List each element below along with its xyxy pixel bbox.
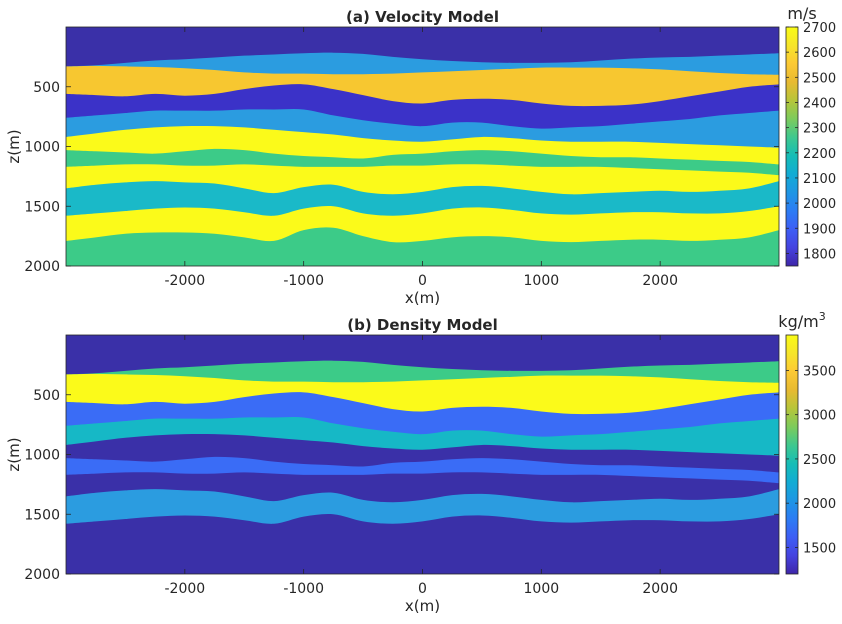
y-axis-label: z(m) — [5, 129, 23, 163]
x-tick-label: -1000 — [283, 581, 324, 597]
colorbar-tick-label: 2700 — [803, 21, 836, 36]
colorbar-tick-label: 1800 — [803, 247, 836, 262]
colorbar-tick-label: 1500 — [803, 541, 836, 556]
colorbar-tick-label: 2500 — [803, 71, 836, 86]
y-tick-label: 2000 — [24, 567, 60, 583]
colorbar-tick-label: 2500 — [803, 453, 836, 468]
colorbar-tick-label: 2600 — [803, 46, 836, 61]
y-tick-label: 1000 — [24, 448, 60, 464]
y-tick-label: 500 — [33, 388, 60, 404]
x-tick-label: 2000 — [642, 581, 678, 597]
x-tick-label: -1000 — [283, 273, 324, 289]
y-tick-label: 2000 — [24, 259, 60, 275]
colorbar-gradient — [785, 26, 799, 267]
colorbar-tick-label: 2200 — [803, 147, 836, 162]
colorbar-tick-label: 2300 — [803, 122, 836, 137]
velocity-panel: (a) Velocity Model z(m) x(m) m/s -2000 -1… — [5, 4, 836, 307]
colorbar-tick-label: 3000 — [803, 409, 836, 424]
colorbar-tick-label: 1900 — [803, 222, 836, 237]
y-axis: 500 1000 1500 2000 — [24, 80, 779, 275]
model-layers — [66, 335, 779, 574]
colorbar-tick-label: 2100 — [803, 172, 836, 187]
layer-10 — [66, 227, 779, 266]
x-axis-label: x(m) — [405, 597, 440, 615]
colorbar: 1800 1900 2000 2100 2200 2300 2400 2500 2600 2700 — [785, 21, 836, 267]
y-axis: 500 1000 1500 2000 — [24, 388, 779, 583]
colorbar-tick-label: 2000 — [803, 497, 836, 512]
x-axis: -2000 -1000 0 1000 2000 — [164, 27, 678, 289]
x-tick-label: 1000 — [524, 273, 560, 289]
colorbar-gradient — [785, 334, 799, 575]
x-tick-label: 0 — [418, 581, 427, 597]
y-axis-label: z(m) — [5, 437, 23, 471]
x-tick-label: 1000 — [524, 581, 560, 597]
x-tick-label: 2000 — [642, 273, 678, 289]
colorbar-tick-label: 3500 — [803, 364, 836, 379]
colorbar: 1500 2000 2500 3000 3500 — [785, 334, 836, 575]
panel-title: (a) Velocity Model — [346, 8, 499, 26]
density-panel: (b) Density Model z(m) x(m) kg/m3 -2000-… — [5, 310, 836, 615]
colorbar-unit-label: m/s — [787, 4, 816, 23]
model-layers — [66, 27, 779, 266]
colorbar-tick-label: 2400 — [803, 96, 836, 111]
y-tick-label: 500 — [33, 80, 60, 96]
y-tick-label: 1000 — [24, 140, 60, 156]
y-tick-label: 1500 — [24, 507, 60, 523]
x-axis: -2000 -1000 0 1000 2000 — [164, 335, 678, 597]
x-tick-label: -2000 — [164, 581, 205, 597]
y-tick-label: 1500 — [24, 199, 60, 215]
panel-title: (b) Density Model — [347, 316, 498, 334]
colorbar-unit-label: kg/m3 — [778, 310, 825, 331]
x-tick-label: 0 — [418, 273, 427, 289]
x-axis-label: x(m) — [405, 289, 440, 307]
layer-9 — [66, 514, 779, 574]
colorbar-tick-label: 2000 — [803, 197, 836, 212]
x-tick-label: -2000 — [164, 273, 205, 289]
